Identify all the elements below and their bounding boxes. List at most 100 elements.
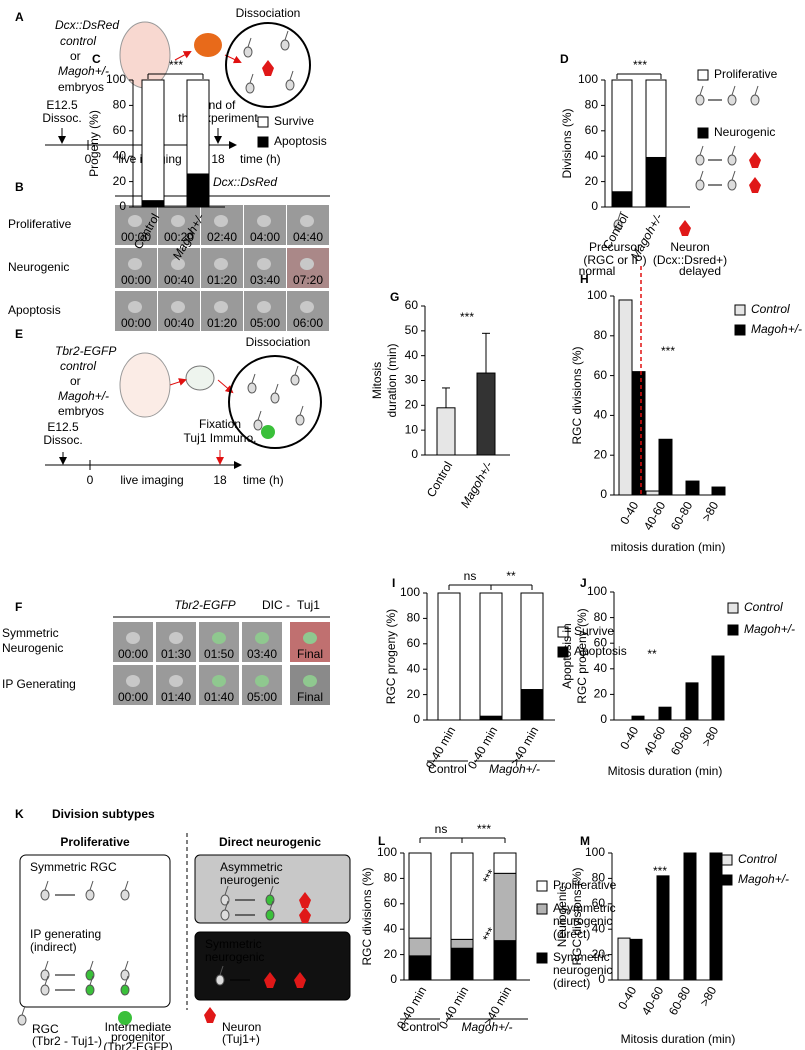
y-tick-label: 100 bbox=[587, 288, 607, 302]
cell-image bbox=[171, 215, 185, 227]
x-tick-label: Magoh+/- bbox=[458, 459, 496, 510]
legend-label: Magoh+/- bbox=[738, 872, 789, 886]
cell-image bbox=[169, 675, 183, 687]
y-tick-label: 20 bbox=[594, 447, 608, 461]
y-tick-label: 100 bbox=[106, 72, 126, 86]
y-tick-label: 40 bbox=[113, 148, 127, 162]
y-tick-label: 40 bbox=[384, 921, 398, 935]
y-tick-label: 80 bbox=[407, 611, 421, 625]
label: embryos bbox=[58, 404, 104, 418]
process bbox=[274, 383, 279, 394]
process bbox=[224, 885, 229, 896]
label: 00:00 bbox=[121, 316, 151, 330]
cell bbox=[247, 382, 257, 394]
y-tick-label: 100 bbox=[578, 72, 598, 86]
cell bbox=[265, 894, 275, 906]
legend-label: neurogenic bbox=[553, 914, 612, 928]
cell-image bbox=[300, 215, 314, 227]
process bbox=[251, 373, 256, 384]
y-axis-label: Neurogenic bbox=[555, 886, 569, 947]
legend-swatch bbox=[727, 602, 739, 614]
label: 18 bbox=[213, 473, 227, 487]
panel-letter: E bbox=[15, 327, 23, 341]
label: 04:00 bbox=[250, 230, 280, 244]
annotation: *** bbox=[661, 344, 675, 358]
y-tick-label: 0 bbox=[600, 712, 607, 726]
y-axis-label: RGC divisions (%) bbox=[570, 346, 584, 444]
label: (Dcx::Dsred+) bbox=[653, 253, 727, 267]
cell bbox=[220, 909, 230, 921]
group-label: Magoh+/- bbox=[489, 762, 540, 776]
legend-swatch bbox=[734, 324, 746, 336]
annotation: ns bbox=[464, 569, 477, 583]
label: Dissociation bbox=[236, 6, 301, 20]
legend-swatch bbox=[536, 880, 548, 892]
label: Division subtypes bbox=[52, 807, 155, 821]
label: Asymmetric bbox=[220, 860, 283, 874]
legend-label: Symmetric bbox=[553, 950, 610, 964]
bar bbox=[709, 852, 723, 981]
cell-image bbox=[257, 258, 271, 270]
label: 01:40 bbox=[204, 690, 234, 704]
y-tick-label: 100 bbox=[585, 845, 605, 859]
bar bbox=[436, 407, 456, 456]
label: time (h) bbox=[243, 473, 284, 487]
bar bbox=[408, 852, 432, 939]
y-tick-label: 30 bbox=[405, 373, 419, 387]
neuron bbox=[749, 152, 761, 168]
bar bbox=[711, 655, 725, 721]
y-tick-label: 100 bbox=[400, 585, 420, 599]
legend-swatch bbox=[557, 646, 569, 658]
cell bbox=[215, 974, 225, 986]
cell bbox=[270, 392, 280, 404]
process bbox=[247, 37, 252, 48]
cell-image bbox=[300, 301, 314, 313]
label: E12.5 bbox=[46, 98, 78, 112]
bar bbox=[658, 438, 673, 496]
label: 00:00 bbox=[118, 690, 148, 704]
cell bbox=[120, 969, 130, 981]
cell-image bbox=[212, 632, 226, 644]
y-tick-label: 20 bbox=[113, 174, 127, 188]
cell bbox=[750, 94, 760, 106]
y-tick-label: 40 bbox=[592, 921, 606, 935]
process bbox=[124, 960, 129, 971]
panel-letter: C bbox=[92, 52, 101, 66]
y-tick-label: 80 bbox=[384, 871, 398, 885]
label: Neuron bbox=[222, 1020, 261, 1034]
process bbox=[699, 145, 704, 156]
label: Dcx::DsRed bbox=[213, 175, 277, 189]
label: 01:20 bbox=[207, 316, 237, 330]
cell bbox=[40, 889, 50, 901]
label: E12.5 bbox=[47, 420, 79, 434]
label: 01:40 bbox=[161, 690, 191, 704]
panel-letter: D bbox=[560, 52, 569, 66]
cell bbox=[695, 179, 705, 191]
neuron bbox=[299, 907, 311, 923]
process bbox=[89, 880, 94, 891]
rule bbox=[174, 51, 192, 61]
x-tick-label: 60-80 bbox=[668, 724, 696, 758]
process bbox=[269, 885, 274, 896]
y-tick-label: 20 bbox=[585, 174, 599, 188]
ip-cell bbox=[118, 1011, 132, 1025]
label: DIC - bbox=[262, 598, 290, 612]
label: Magoh+/- bbox=[58, 64, 109, 78]
label: live imaging bbox=[120, 473, 183, 487]
legend-swatch bbox=[697, 69, 709, 81]
bar bbox=[645, 79, 667, 158]
label: 04:40 bbox=[293, 230, 323, 244]
cell-image bbox=[128, 258, 142, 270]
process bbox=[699, 85, 704, 96]
y-axis-label: Progeny (%) bbox=[87, 110, 101, 177]
y-tick-label: 0 bbox=[600, 487, 607, 501]
label: progenitor bbox=[111, 1030, 165, 1044]
label: Tbr2-EGFP bbox=[55, 344, 116, 358]
cell-image bbox=[212, 675, 226, 687]
cell-image bbox=[126, 675, 140, 687]
label: Tbr2-EGFP bbox=[174, 598, 235, 612]
cell bbox=[220, 894, 230, 906]
cell-image bbox=[303, 632, 317, 644]
y-tick-label: 0 bbox=[411, 447, 418, 461]
